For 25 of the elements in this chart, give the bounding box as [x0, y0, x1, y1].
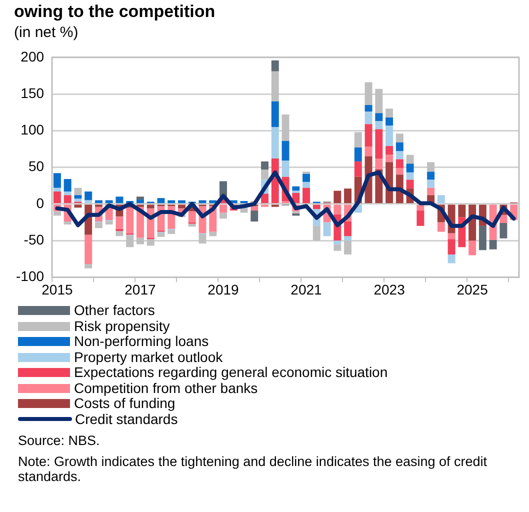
chart-title: owing to the competition	[13, 1, 216, 22]
legend-label: Competition from other banks	[74, 380, 258, 396]
legend-label: Credit standards	[75, 410, 178, 427]
source-note: Source: NBS.	[17, 432, 101, 448]
x-tick-label: 2025	[456, 281, 488, 298]
y-tick-label: 150	[20, 84, 44, 101]
legend-label: Property market outlook	[74, 348, 223, 365]
x-tick-label: 2021	[290, 281, 322, 298]
x-tick-label: 2019	[208, 281, 240, 298]
y-tick-label: 0	[36, 194, 44, 211]
legend-label: Risk propensity	[74, 318, 170, 334]
legend-label: Expectations regarding general economic situation	[74, 364, 388, 380]
x-tick-label: 2017	[124, 281, 156, 298]
y-axis-title: (in net %)	[13, 23, 80, 41]
legend-label: Costs of funding	[74, 395, 176, 412]
y-tick-label: 50	[28, 158, 44, 174]
x-tick-label: 2015	[42, 281, 73, 298]
y-tick-label: -50	[24, 231, 44, 248]
y-tick-label: 100	[20, 122, 44, 138]
text: Note: Growth indicates the tightening and decline indicates the easing of credit standards.	[17, 453, 488, 484]
legend-label: Other factors	[74, 302, 155, 318]
legend-label: Non-performing loans	[74, 333, 209, 350]
x-tick-label: 2023	[374, 281, 406, 298]
y-tick-label: -100	[16, 268, 44, 284]
y-tick-label: 200	[20, 48, 44, 64]
